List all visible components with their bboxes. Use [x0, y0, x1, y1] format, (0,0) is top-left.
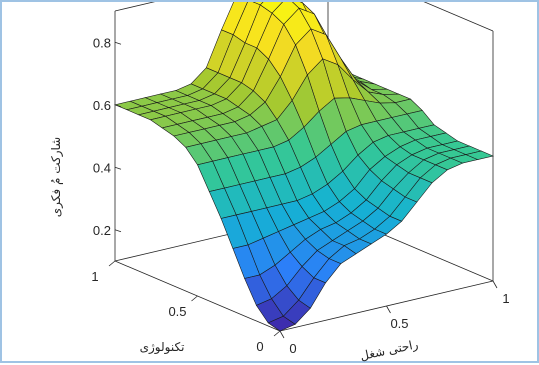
x-tick-mark	[279, 330, 285, 339]
z-tick-mark	[114, 41, 122, 45]
y-tick-label: 0.5	[168, 304, 186, 319]
y-axis-label: تکنولوژی	[140, 340, 185, 355]
z-tick-label: 0.8	[93, 35, 111, 50]
z-tick-mark	[114, 104, 122, 108]
box-edge-back-top	[114, 2, 156, 12]
z-tick-label: 0.2	[93, 223, 111, 238]
surface-patch	[465, 150, 494, 160]
z-tick-label: 0.4	[93, 160, 111, 175]
x-tick-label: 0.5	[390, 316, 408, 331]
y-tick-label: 1	[91, 269, 98, 284]
z-axis-label: شارکت مُ فکری	[49, 137, 64, 217]
x-tick-label: 1	[502, 291, 509, 306]
x-tick-label: 0	[289, 341, 296, 356]
z-tick-mark	[114, 229, 122, 233]
x-tick-mark	[386, 305, 391, 314]
y-tick-mark	[273, 330, 281, 337]
z-tick-mark	[114, 166, 122, 170]
x-axis-label: راحتی شغل	[359, 337, 420, 364]
y-tick-mark	[108, 260, 116, 267]
box-edge-right-top	[423, 2, 494, 32]
y-tick-label: 0	[256, 339, 263, 354]
z-tick-label: 0.6	[93, 98, 111, 113]
y-tick-mark	[191, 295, 198, 302]
x-tick-mark	[492, 280, 498, 289]
